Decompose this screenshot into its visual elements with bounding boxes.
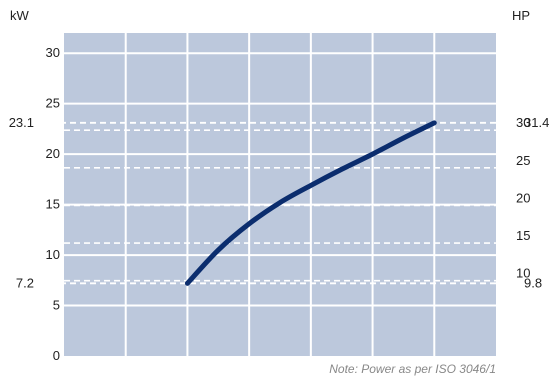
left-tick-label: 10	[46, 247, 60, 262]
right-tick-label: 25	[516, 153, 530, 168]
vertical-gridlines	[124, 33, 436, 356]
right-axis-label: HP	[512, 8, 530, 23]
left-tick-label: 20	[46, 146, 60, 161]
left-tick-label: 0	[53, 348, 60, 363]
right-tick-label: 15	[516, 228, 530, 243]
left-tick-label: 25	[46, 96, 60, 111]
left-tick-label: 5	[53, 298, 60, 313]
marker-left-label: 23.1	[9, 115, 34, 130]
marker-right-label: 31.4	[524, 115, 549, 130]
right-tick-label: 30	[516, 115, 530, 130]
left-axis-label: kW	[10, 8, 30, 23]
marker-right-label: 9.8	[524, 275, 542, 290]
marker-left-label: 7.2	[16, 275, 34, 290]
marker-lines	[40, 121, 520, 285]
hp-gridlines	[64, 129, 496, 282]
plot-background	[64, 33, 496, 356]
marker-labels: 23.1 31.4 7.2 9.8	[9, 115, 550, 290]
left-tick-labels: 0 5 10 15 20 25 30	[46, 45, 60, 363]
right-tick-labels: 10 15 20 25 30	[516, 115, 530, 281]
right-tick-label: 20	[516, 190, 530, 205]
left-tick-label: 30	[46, 45, 60, 60]
left-tick-label: 15	[46, 197, 60, 212]
power-curve-line	[184, 120, 437, 286]
right-tick-label: 10	[516, 266, 530, 281]
iso-note: Note: Power as per ISO 3046/1	[329, 362, 496, 376]
